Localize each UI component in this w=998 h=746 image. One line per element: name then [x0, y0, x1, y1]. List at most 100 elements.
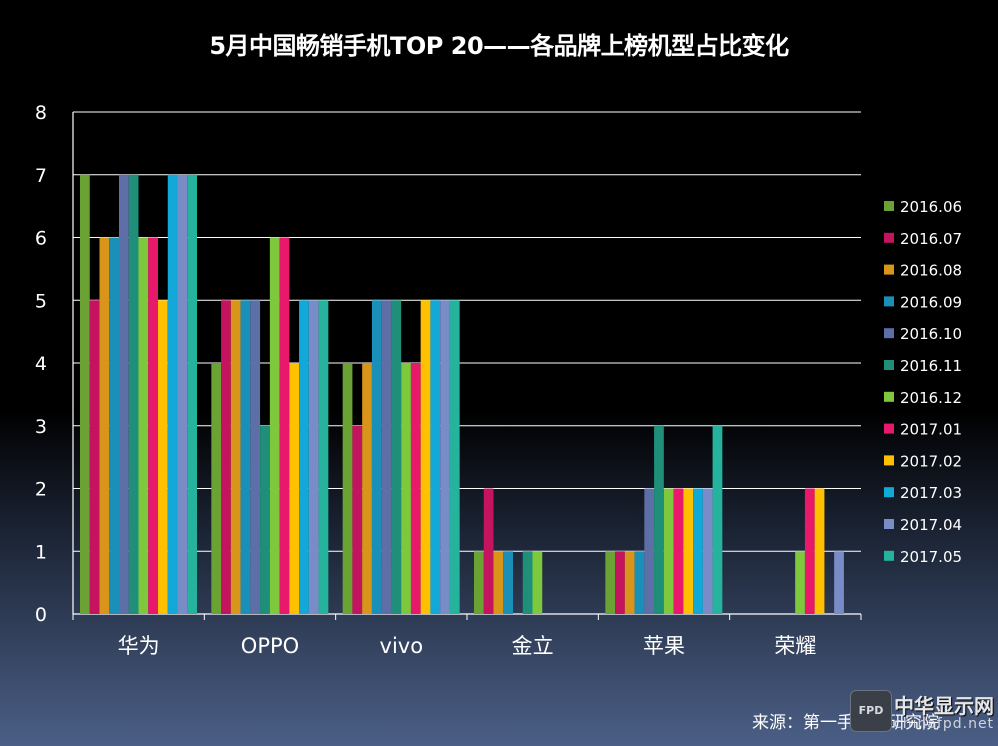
y-tick-label: 0	[35, 604, 47, 626]
bar	[503, 551, 513, 614]
legend-swatch	[884, 455, 894, 466]
legend-label: 2017.03	[900, 484, 962, 502]
bar	[177, 174, 188, 614]
bar	[99, 237, 110, 614]
bar	[683, 488, 694, 614]
y-tick-label: 1	[35, 541, 47, 563]
bar	[693, 488, 703, 614]
bar	[420, 300, 431, 614]
bar	[318, 300, 329, 614]
legend-swatch	[884, 423, 894, 434]
bar	[138, 237, 149, 614]
y-tick-label: 7	[35, 165, 47, 187]
bar	[673, 488, 684, 614]
legend-label: 2016.07	[900, 230, 962, 248]
bar	[381, 300, 392, 614]
x-tick-label: vivo	[380, 634, 424, 658]
bar	[654, 425, 664, 614]
bar	[240, 300, 251, 614]
legend-label: 2016.10	[900, 325, 962, 343]
legend-label: 2017.04	[900, 516, 962, 534]
bar	[624, 551, 635, 614]
bar	[663, 488, 674, 614]
legend-swatch	[884, 519, 894, 529]
legend-swatch	[884, 232, 894, 243]
x-tick-label: 华为	[118, 634, 160, 658]
bar	[308, 300, 319, 614]
bar	[158, 300, 168, 614]
watermark-logo: FPD 中华显示网 chinafpd.net	[850, 686, 998, 746]
bar	[804, 488, 815, 614]
watermark-badge-icon: FPD	[850, 690, 892, 732]
y-tick-label: 3	[35, 416, 47, 438]
bar	[362, 363, 372, 614]
bar	[605, 551, 616, 614]
y-tick-label: 2	[35, 479, 47, 501]
bar	[493, 551, 504, 614]
bar	[449, 300, 460, 614]
bar	[260, 425, 270, 614]
bar	[644, 488, 655, 614]
bar	[250, 300, 261, 614]
bar	[834, 551, 844, 614]
y-tick-label: 6	[35, 228, 47, 250]
bar	[615, 551, 625, 614]
legend-swatch	[884, 487, 894, 498]
bar	[401, 363, 411, 614]
legend-label: 2017.01	[900, 421, 962, 439]
x-tick-label: 苹果	[643, 634, 685, 658]
legend-swatch	[884, 550, 894, 561]
bar	[299, 300, 309, 614]
bar	[440, 300, 450, 614]
legend-label: 2016.09	[900, 293, 962, 311]
x-tick-label: 荣耀	[774, 634, 816, 658]
bar	[148, 237, 158, 614]
bar	[795, 551, 805, 614]
bar	[230, 300, 241, 614]
bar	[119, 174, 129, 614]
legend-label: 2017.02	[900, 452, 962, 470]
bar	[522, 551, 533, 614]
bar	[634, 551, 645, 614]
bar	[814, 488, 825, 614]
legend-label: 2016.12	[900, 389, 962, 407]
legend-swatch	[884, 201, 894, 211]
bar	[221, 300, 231, 614]
x-tick-label: 金立	[512, 634, 554, 658]
y-tick-label: 8	[35, 102, 47, 124]
y-tick-label: 5	[35, 290, 47, 312]
legend-swatch	[884, 264, 894, 275]
legend-swatch	[884, 328, 894, 339]
bar	[483, 488, 494, 614]
legend-label: 2017.05	[900, 548, 962, 566]
legend-label: 2016.06	[900, 198, 962, 216]
legend-swatch	[884, 391, 894, 402]
bar	[352, 425, 363, 614]
bar	[279, 237, 290, 614]
bar	[187, 174, 197, 614]
legend-label: 2016.11	[900, 357, 962, 375]
bar	[712, 425, 723, 614]
watermark-url: chinafpd.net	[894, 716, 995, 732]
bar	[342, 363, 353, 614]
bar	[269, 237, 280, 614]
bar	[532, 551, 543, 614]
y-tick-label: 4	[35, 353, 47, 375]
bar	[430, 300, 441, 614]
watermark-name: 中华显示网	[894, 694, 994, 718]
bar	[80, 174, 90, 614]
bar	[211, 363, 222, 614]
bar	[702, 488, 713, 614]
bar	[109, 237, 119, 614]
bar	[474, 551, 484, 614]
source-note: 来源：第一手机界研究院	[752, 713, 939, 733]
bar	[410, 363, 421, 614]
legend-swatch	[884, 360, 894, 370]
bar	[128, 174, 139, 614]
legend-swatch	[884, 296, 894, 307]
bar	[89, 300, 100, 614]
bar	[289, 363, 300, 614]
chart-title: 5月中国畅销手机TOP 20——各品牌上榜机型占比变化	[209, 32, 789, 60]
bar	[371, 300, 382, 614]
